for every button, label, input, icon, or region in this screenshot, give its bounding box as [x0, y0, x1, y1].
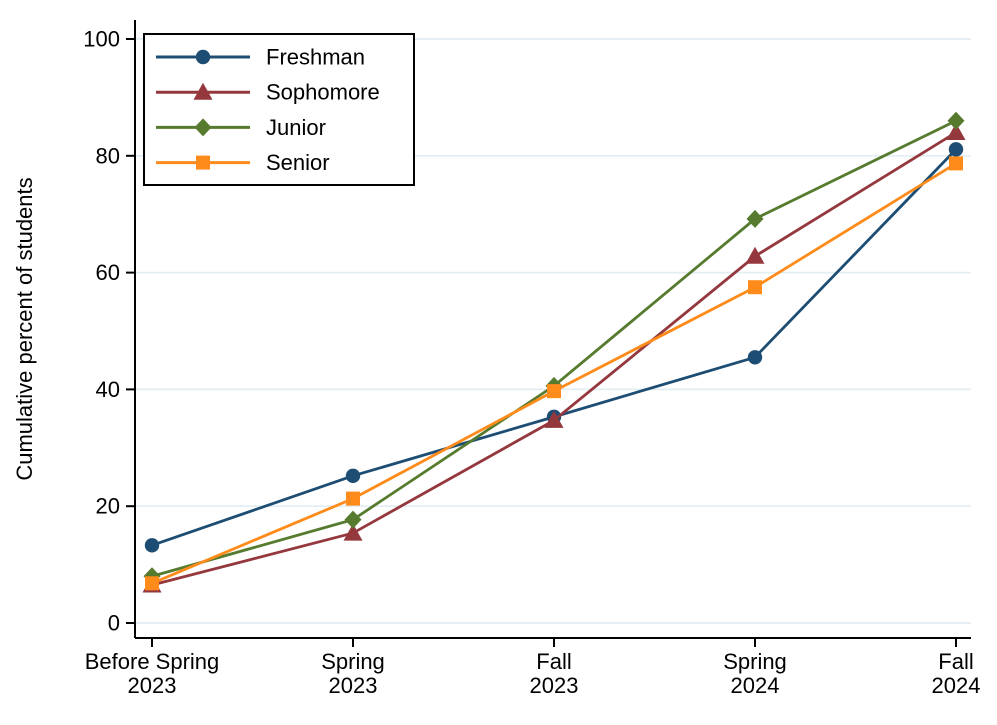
y-tick-label: 60: [96, 260, 120, 285]
legend-item-sophomore: Sophomore: [156, 80, 380, 105]
series-line-junior: [150, 119, 958, 578]
x-tick-label: Before Spring 2023: [85, 649, 220, 698]
marker-senior: [949, 156, 963, 171]
marker-freshman: [144, 538, 160, 553]
series-line-sophomore: [150, 131, 958, 587]
x-tick-label: Fall 2024: [932, 649, 981, 698]
y-tick-label: 0: [108, 611, 120, 636]
series-sophomore: [142, 122, 966, 593]
legend-marker-senior: [196, 155, 210, 170]
y-tick-label: 100: [83, 27, 120, 52]
legend-box: [143, 33, 415, 186]
x-tick-label: Fall 2023: [530, 649, 579, 698]
marker-junior: [344, 510, 362, 529]
marker-sophomore: [343, 523, 363, 541]
marker-freshman: [747, 350, 763, 365]
y-tick-label: 40: [96, 377, 120, 402]
x-tick-label: Spring 2023: [321, 649, 385, 698]
y-axis-title: Cumulative percent of students: [12, 177, 37, 480]
legend: Freshman Sophomore Junior Senior: [143, 33, 415, 186]
series-senior: [145, 156, 963, 591]
legend-label-freshman: Freshman: [266, 45, 365, 70]
legend-marker-sophomore: [193, 82, 213, 100]
y-tick-label: 20: [96, 494, 120, 519]
legend-label-senior: Senior: [266, 150, 330, 175]
series-line-freshman: [150, 147, 958, 547]
legend-label-junior: Junior: [266, 115, 326, 140]
legend-item-senior: Senior: [156, 150, 330, 175]
legend-label-sophomore: Sophomore: [266, 80, 380, 105]
marker-freshman: [345, 468, 361, 484]
marker-freshman: [948, 142, 964, 157]
legend-marker-junior: [194, 118, 212, 137]
marker-junior: [746, 209, 764, 228]
legend-item-junior: Junior: [156, 115, 326, 140]
marker-sophomore: [745, 246, 765, 264]
legend-item-freshman: Freshman: [156, 45, 365, 70]
marker-senior: [748, 280, 762, 295]
legend-marker-freshman: [195, 49, 211, 65]
x-tick-label: Spring 2024: [723, 649, 787, 698]
marker-junior: [947, 111, 965, 130]
marker-senior: [346, 491, 360, 506]
marker-sophomore: [946, 122, 966, 140]
series-line-senior: [150, 161, 958, 585]
y-tick-label: 80: [96, 143, 120, 168]
marker-senior: [547, 384, 561, 399]
marker-sophomore: [544, 410, 564, 428]
marker-senior: [145, 576, 159, 591]
